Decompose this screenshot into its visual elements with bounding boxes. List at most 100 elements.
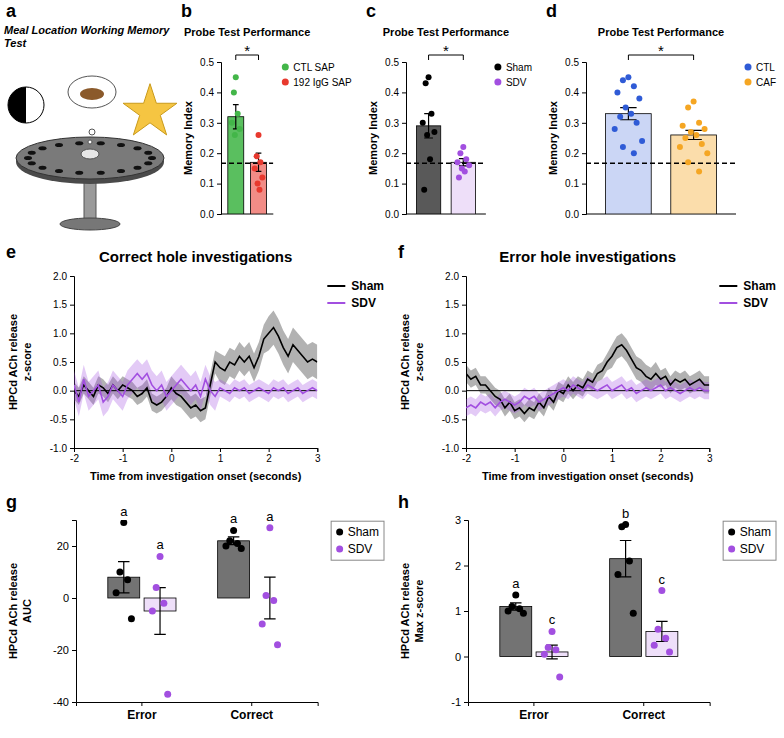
y-tick: -1 <box>451 696 468 708</box>
panel-letter: f <box>398 242 405 262</box>
y-tick-mark <box>72 598 76 599</box>
y-tick-mark <box>582 184 586 185</box>
y-tick-label: -1.0 <box>50 443 68 454</box>
legend-label: Sham <box>740 525 771 539</box>
y-tick: 0.5 <box>53 357 74 368</box>
y-tick: 1.0 <box>445 328 466 339</box>
data-point <box>688 129 694 135</box>
y-axis-line <box>70 277 75 449</box>
y-tick-label: 0.2 <box>565 148 579 159</box>
legend-swatch <box>719 302 737 304</box>
illustration-hole <box>133 166 141 170</box>
y-tick: -0.5 <box>50 414 74 425</box>
y-tick-mark <box>217 62 221 63</box>
data-point <box>631 150 637 156</box>
y-axis-title: AUC <box>21 599 33 623</box>
legend: ShamSDV <box>494 62 532 88</box>
legend-swatch <box>728 546 735 553</box>
data-point <box>421 187 427 193</box>
x-axis: -2-10123 <box>70 448 321 464</box>
illustration-bubble <box>68 76 116 108</box>
title: Correct hole investigations <box>99 248 292 265</box>
data-point <box>662 635 669 642</box>
y-tick-label: 0.4 <box>565 87 579 98</box>
legend-label: Sham <box>506 62 532 73</box>
data-point <box>691 99 697 105</box>
y-tick-label: 2.0 <box>53 271 67 282</box>
group-letter: a <box>512 576 520 591</box>
data-point <box>702 126 708 132</box>
data-point <box>685 105 691 111</box>
data-point <box>160 600 167 607</box>
y-tick: 1.0 <box>53 328 74 339</box>
group-letter: b <box>622 506 629 521</box>
illustration-bubble-dot <box>88 140 92 144</box>
data-point <box>463 156 469 162</box>
data-point <box>153 584 160 591</box>
y-axis-title: HPCd ACh release <box>7 314 19 410</box>
group-letter: c <box>549 612 556 627</box>
y-tick-mark <box>217 214 221 215</box>
panel-letter: h <box>398 492 409 512</box>
y-tick-mark <box>402 184 406 185</box>
error-bar <box>424 114 433 138</box>
y-tick-label: -1 <box>451 696 461 708</box>
data-point <box>541 651 548 658</box>
x-tick-label: 1 <box>218 453 224 464</box>
y-tick: 20 <box>57 540 76 552</box>
illustration-hole <box>144 161 152 165</box>
x-tick-mark <box>466 448 467 452</box>
panel: fShamSDVError hole investigationsHPCd AC… <box>398 242 776 482</box>
data-point <box>116 569 123 576</box>
y-axis-title: Memory Index <box>182 100 194 175</box>
x-tick: 2 <box>658 448 664 464</box>
x-tick-label: 1 <box>610 453 616 464</box>
y-tick: -20 <box>53 644 76 656</box>
y-tick: 0.0 <box>385 209 406 220</box>
data-point <box>666 648 673 655</box>
x-tick-mark <box>643 702 644 706</box>
y-tick-mark <box>464 702 468 703</box>
illustration-cue-half <box>8 87 26 123</box>
data-point <box>266 524 273 531</box>
x-tick-label: Correct <box>622 708 665 722</box>
x-tick: 0 <box>169 448 175 464</box>
x-tick-mark <box>515 448 516 452</box>
legend: ShamSDV <box>331 521 384 560</box>
group-letter: a <box>230 511 238 526</box>
data-point <box>680 123 686 129</box>
y-tick: 0.1 <box>385 178 406 189</box>
x-axis: -2-10123 <box>462 448 713 464</box>
x-tick-label: 2 <box>266 453 272 464</box>
reference-line <box>586 162 736 164</box>
data-point <box>658 587 665 594</box>
legend-label: SDV <box>740 542 765 556</box>
y-tick-mark <box>217 184 221 185</box>
bar <box>451 162 475 214</box>
data-point <box>685 159 691 165</box>
x-tick-mark <box>171 448 172 452</box>
y-tick: 0.4 <box>200 87 221 98</box>
x-tick: Error <box>519 702 549 722</box>
plot-area <box>466 333 709 422</box>
y-tick-mark <box>70 362 74 363</box>
x-tick-mark <box>317 448 318 452</box>
legend-swatch <box>282 79 289 86</box>
y-tick-label: 20 <box>57 540 69 552</box>
data-point <box>620 144 626 150</box>
data-point <box>149 608 156 615</box>
illustration-hole <box>148 156 156 160</box>
y-tick-label: 2 <box>455 560 461 572</box>
data-point <box>274 641 281 648</box>
data-point <box>456 175 462 181</box>
data-point <box>120 520 127 526</box>
y-tick: -1.0 <box>442 443 466 454</box>
y-tick-label: 1.0 <box>53 328 67 339</box>
x-tick: Error <box>127 702 157 722</box>
data-point <box>254 153 260 159</box>
x-tick-mark <box>612 448 613 452</box>
y-tick-mark <box>72 702 76 703</box>
y-tick-label: 0.0 <box>385 209 399 220</box>
legend-label: Sham <box>348 525 379 539</box>
data-point <box>505 608 512 615</box>
